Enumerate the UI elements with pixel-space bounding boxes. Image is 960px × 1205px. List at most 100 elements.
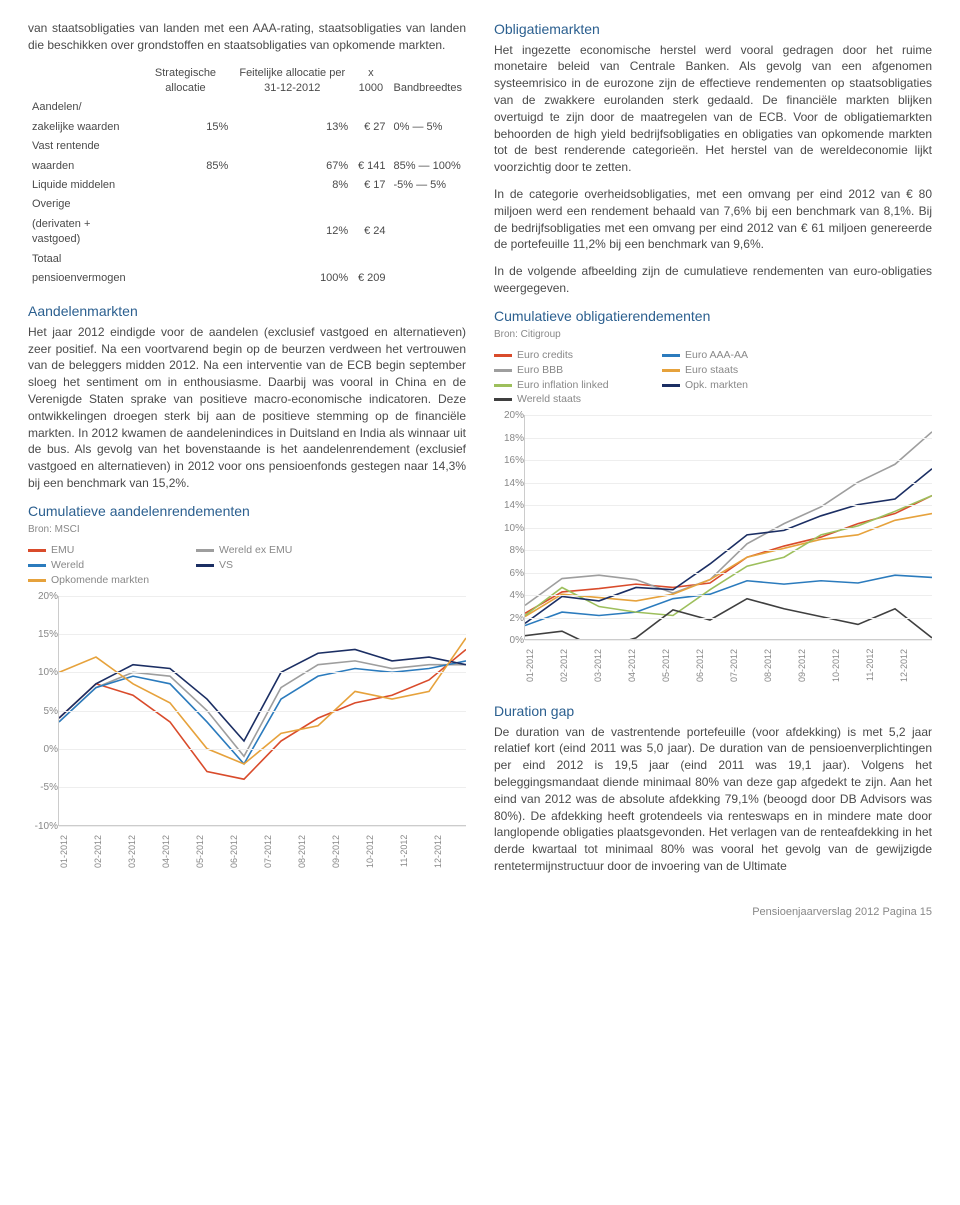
alloc-cell bbox=[389, 250, 466, 269]
alloc-row: Vast rentende bbox=[28, 137, 466, 156]
y-tick-label: 8% bbox=[492, 544, 524, 558]
alloc-cell bbox=[232, 137, 352, 156]
legend-item: EMU bbox=[28, 543, 168, 558]
x-tick-label: 05-2012 bbox=[660, 644, 694, 686]
alloc-cell: € 141 bbox=[352, 157, 389, 176]
legend-item: Wereld staats bbox=[494, 392, 634, 407]
chart2-source: Bron: Citigroup bbox=[494, 328, 932, 342]
alloc-cell: 13% bbox=[232, 118, 352, 137]
alloc-row: Liquide middelen8%€ 17-5% — 5% bbox=[28, 176, 466, 195]
legend-swatch bbox=[494, 369, 512, 372]
y-tick-label: 20% bbox=[26, 590, 58, 604]
alloc-row: zakelijke waarden15%13%€ 270% — 5% bbox=[28, 118, 466, 137]
gridline bbox=[59, 826, 466, 827]
legend-label: VS bbox=[219, 558, 233, 573]
allocation-table: Strategische allocatieFeitelijke allocat… bbox=[28, 64, 466, 289]
chart-series-line bbox=[525, 514, 932, 617]
legend-swatch bbox=[28, 579, 46, 582]
y-tick-label: 18% bbox=[492, 432, 524, 446]
legend-item: Euro AAA-AA bbox=[662, 348, 802, 363]
legend-item: Euro inflation linked bbox=[494, 378, 634, 393]
chart-series-line bbox=[525, 432, 932, 606]
alloc-row: Totaal bbox=[28, 250, 466, 269]
chart1: 01-201202-201203-201204-201205-201206-20… bbox=[28, 596, 466, 872]
x-tick-label: 06-2012 bbox=[694, 644, 728, 686]
y-tick-label: 0% bbox=[492, 634, 524, 648]
alloc-label: waarden bbox=[28, 157, 139, 176]
page-footer: Pensioenjaarverslag 2012 Pagina 15 bbox=[28, 905, 932, 920]
y-tick-label: 14% bbox=[492, 477, 524, 491]
x-tick-label: 04-2012 bbox=[160, 830, 194, 872]
chart1-source: Bron: MSCI bbox=[28, 523, 466, 537]
x-tick-label: 12-2012 bbox=[432, 830, 466, 872]
alloc-cell: 85% — 100% bbox=[389, 157, 466, 176]
legend-label: Euro inflation linked bbox=[517, 378, 609, 393]
y-tick-label: 15% bbox=[26, 628, 58, 642]
legend-item: Euro credits bbox=[494, 348, 634, 363]
y-tick-label: 20% bbox=[492, 409, 524, 423]
x-tick-label: 08-2012 bbox=[296, 830, 330, 872]
y-tick-label: 5% bbox=[26, 705, 58, 719]
alloc-label: Vast rentende bbox=[28, 137, 139, 156]
alloc-header: Bandbreedtes bbox=[389, 64, 466, 99]
x-tick-label: 02-2012 bbox=[558, 644, 592, 686]
obligatie-heading: Obligatiemarkten bbox=[494, 20, 932, 40]
legend-label: Euro credits bbox=[517, 348, 573, 363]
chart-series-line bbox=[59, 649, 466, 741]
alloc-cell: 8% bbox=[232, 176, 352, 195]
alloc-cell: € 24 bbox=[352, 215, 389, 250]
alloc-cell bbox=[389, 195, 466, 214]
alloc-label: Totaal bbox=[28, 250, 139, 269]
aandelen-heading: Aandelenmarkten bbox=[28, 302, 466, 322]
alloc-cell bbox=[352, 137, 389, 156]
y-tick-label: -5% bbox=[26, 781, 58, 795]
x-tick-label: 05-2012 bbox=[194, 830, 228, 872]
alloc-header: x 1000 bbox=[352, 64, 389, 99]
obligatie-p1: Het ingezette economische herstel werd v… bbox=[494, 42, 932, 176]
chart1-title: Cumulatieve aandelenrendementen bbox=[28, 502, 466, 522]
chart-series-line bbox=[525, 469, 932, 624]
legend-label: Wereld ex EMU bbox=[219, 543, 292, 558]
gridline bbox=[525, 415, 932, 416]
legend-label: Wereld staats bbox=[517, 392, 581, 407]
alloc-cell bbox=[139, 176, 233, 195]
right-column: Obligatiemarkten Het ingezette economisc… bbox=[494, 20, 932, 885]
two-column-layout: van staatsobligaties van landen met een … bbox=[28, 20, 932, 885]
duration-body: De duration van de vastrentende portefeu… bbox=[494, 724, 932, 875]
legend-label: Opkomende markten bbox=[51, 573, 149, 588]
gridline bbox=[59, 749, 466, 750]
gridline bbox=[59, 672, 466, 673]
legend-swatch bbox=[196, 549, 214, 552]
alloc-row: waarden85%67%€ 14185% — 100% bbox=[28, 157, 466, 176]
alloc-cell: € 209 bbox=[352, 269, 389, 288]
x-tick-label: 01-2012 bbox=[524, 644, 558, 686]
y-tick-label: 6% bbox=[492, 567, 524, 581]
alloc-label: (derivaten + vastgoed) bbox=[28, 215, 139, 250]
alloc-row: pensioenvermogen100%€ 209 bbox=[28, 269, 466, 288]
x-tick-label: 09-2012 bbox=[796, 644, 830, 686]
alloc-cell bbox=[352, 195, 389, 214]
obligatie-p2: In de categorie overheidsobligaties, met… bbox=[494, 186, 932, 253]
alloc-label: pensioenvermogen bbox=[28, 269, 139, 288]
y-tick-label: 2% bbox=[492, 612, 524, 626]
alloc-cell: 12% bbox=[232, 215, 352, 250]
y-tick-label: 0% bbox=[26, 743, 58, 757]
legend-label: EMU bbox=[51, 543, 74, 558]
legend-item: Euro BBB bbox=[494, 363, 634, 378]
gridline bbox=[525, 528, 932, 529]
y-tick-label: 14% bbox=[492, 499, 524, 513]
y-tick-label: 10% bbox=[26, 666, 58, 680]
alloc-cell: 85% bbox=[139, 157, 233, 176]
legend-swatch bbox=[494, 384, 512, 387]
chart-series-line bbox=[525, 496, 932, 616]
gridline bbox=[525, 438, 932, 439]
alloc-label: Aandelen/ bbox=[28, 98, 139, 117]
x-tick-label: 10-2012 bbox=[830, 644, 864, 686]
gridline bbox=[59, 787, 466, 788]
x-tick-label: 07-2012 bbox=[262, 830, 296, 872]
legend-swatch bbox=[494, 398, 512, 401]
alloc-cell bbox=[139, 269, 233, 288]
chart2: 01-201202-201203-201204-201205-201206-20… bbox=[494, 415, 932, 686]
chart1-legend: EMUWereld ex EMUWereldVSOpkomende markte… bbox=[28, 543, 466, 587]
legend-swatch bbox=[494, 354, 512, 357]
